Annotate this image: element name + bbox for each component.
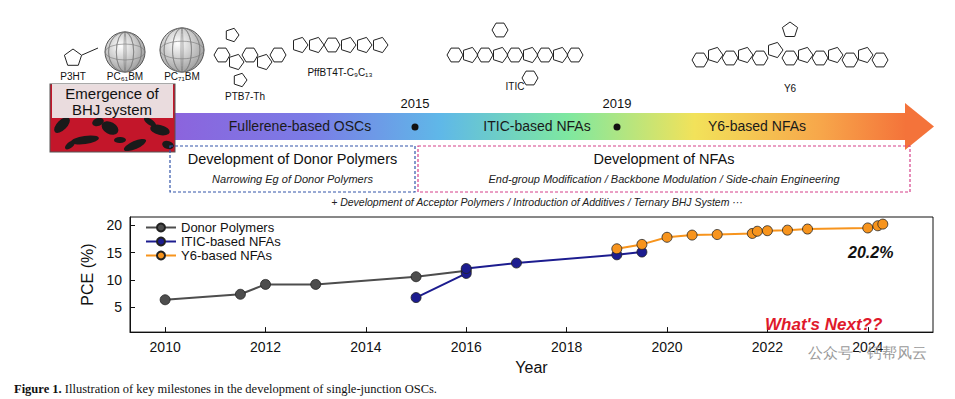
svg-text:What's Next??: What's Next??	[765, 315, 883, 334]
svg-text:2020: 2020	[651, 339, 682, 355]
svg-text:Y6-based NFAs: Y6-based NFAs	[181, 248, 273, 263]
svg-text:Development of NFAs: Development of NFAs	[593, 151, 734, 167]
svg-text:ITIC: ITIC	[506, 81, 525, 92]
svg-text:PffBT4T-C₉C₁₃: PffBT4T-C₉C₁₃	[307, 67, 372, 78]
html-text:公众号 · 钙帮风云: 公众号 · 钙帮风云	[807, 344, 927, 362]
svg-text:Narrowing Eg of Donor Polymers: Narrowing Eg of Donor Polymers	[212, 173, 373, 185]
svg-text:2018: 2018	[551, 339, 582, 355]
svg-text:2010: 2010	[150, 339, 181, 355]
svg-text:2022: 2022	[752, 339, 783, 355]
svg-text:20.2%: 20.2%	[847, 244, 893, 261]
svg-text:2019: 2019	[603, 96, 632, 111]
svg-text:Year: Year	[515, 359, 548, 376]
svg-text:2015: 2015	[401, 96, 430, 111]
html-text:Figure 1. Illustration of key: Figure 1. Illustration of key milestones…	[14, 382, 437, 396]
svg-text:End-group Modification / Backb: End-group Modification / Backbone Modula…	[489, 173, 841, 185]
svg-text:ITIC-based NFAs: ITIC-based NFAs	[181, 234, 281, 249]
svg-text:Emergence of: Emergence of	[65, 85, 159, 102]
svg-text:BHJ system: BHJ system	[72, 101, 152, 118]
svg-text:Y6-based NFAs: Y6-based NFAs	[708, 118, 806, 134]
svg-text:5: 5	[114, 299, 122, 315]
svg-text:ITIC-based NFAs: ITIC-based NFAs	[483, 118, 590, 134]
svg-text:15: 15	[106, 245, 122, 261]
svg-text:Y6: Y6	[784, 83, 797, 94]
svg-text:2014: 2014	[350, 339, 381, 355]
svg-text:+ Development of Acceptor Poly: + Development of Acceptor Polymers / Int…	[331, 196, 743, 208]
svg-text:PC₇₁BM: PC₇₁BM	[164, 71, 200, 82]
svg-text:2016: 2016	[451, 339, 482, 355]
svg-text:PC₆₁BM: PC₆₁BM	[107, 71, 143, 82]
svg-text:PCE (%): PCE (%)	[79, 243, 96, 305]
svg-text:Fullerene-based OSCs: Fullerene-based OSCs	[229, 118, 371, 134]
svg-text:Development of Donor Polymers: Development of Donor Polymers	[188, 151, 398, 167]
svg-text:Donor Polymers: Donor Polymers	[181, 220, 275, 235]
svg-text:10: 10	[106, 272, 122, 288]
svg-text:2012: 2012	[250, 339, 281, 355]
svg-text:PTB7-Th: PTB7-Th	[225, 91, 265, 102]
svg-text:20: 20	[106, 217, 122, 233]
svg-text:P3HT: P3HT	[60, 71, 86, 82]
